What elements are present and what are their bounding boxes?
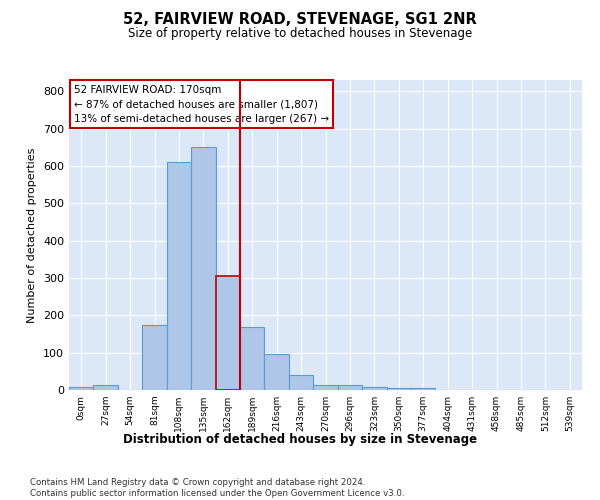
Bar [142, 324, 167, 390]
Bar [386, 388, 411, 390]
Bar [289, 375, 313, 390]
Bar [338, 385, 362, 390]
Bar [362, 387, 386, 390]
Bar [215, 276, 240, 390]
Text: Distribution of detached houses by size in Stevenage: Distribution of detached houses by size … [123, 432, 477, 446]
Text: Contains HM Land Registry data © Crown copyright and database right 2024.
Contai: Contains HM Land Registry data © Crown c… [30, 478, 404, 498]
Bar [94, 385, 118, 390]
Bar [313, 385, 338, 390]
Bar [265, 354, 289, 390]
Y-axis label: Number of detached properties: Number of detached properties [28, 148, 37, 322]
Text: 52, FAIRVIEW ROAD, STEVENAGE, SG1 2NR: 52, FAIRVIEW ROAD, STEVENAGE, SG1 2NR [123, 12, 477, 28]
Bar [167, 162, 191, 390]
Bar [411, 388, 436, 390]
Text: 52 FAIRVIEW ROAD: 170sqm
← 87% of detached houses are smaller (1,807)
13% of sem: 52 FAIRVIEW ROAD: 170sqm ← 87% of detach… [74, 84, 329, 124]
Bar [240, 326, 265, 390]
Bar [191, 147, 215, 390]
Bar [69, 387, 94, 390]
Text: Size of property relative to detached houses in Stevenage: Size of property relative to detached ho… [128, 28, 472, 40]
